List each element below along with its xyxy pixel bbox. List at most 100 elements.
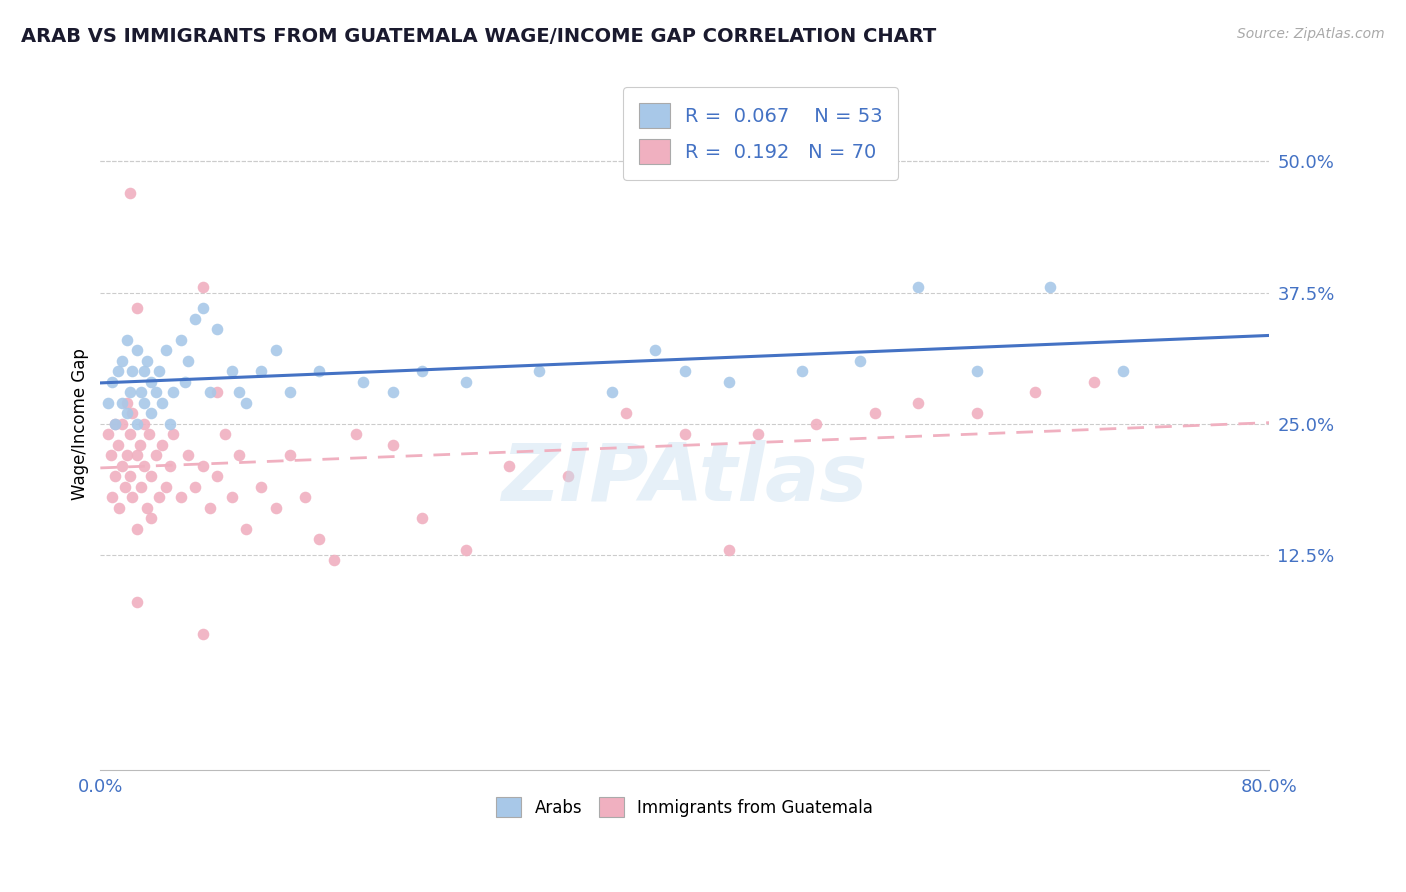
Text: ARAB VS IMMIGRANTS FROM GUATEMALA WAGE/INCOME GAP CORRELATION CHART: ARAB VS IMMIGRANTS FROM GUATEMALA WAGE/I… bbox=[21, 27, 936, 45]
Point bbox=[205, 385, 228, 400]
Point bbox=[264, 500, 287, 515]
Point bbox=[907, 395, 929, 409]
Point bbox=[454, 542, 477, 557]
Point bbox=[134, 458, 156, 473]
Point bbox=[557, 469, 579, 483]
Point bbox=[145, 448, 167, 462]
Point bbox=[104, 417, 127, 431]
Point bbox=[790, 364, 813, 378]
Text: ZIPAtlas: ZIPAtlas bbox=[502, 440, 868, 518]
Point bbox=[498, 458, 520, 473]
Point bbox=[111, 458, 134, 473]
Point bbox=[250, 364, 273, 378]
Point bbox=[125, 448, 148, 462]
Point bbox=[228, 448, 250, 462]
Point bbox=[1039, 280, 1062, 294]
Point bbox=[136, 500, 159, 515]
Point bbox=[129, 385, 152, 400]
Point bbox=[804, 417, 827, 431]
Point bbox=[134, 364, 156, 378]
Point bbox=[191, 626, 214, 640]
Point bbox=[155, 343, 177, 358]
Point bbox=[141, 511, 163, 525]
Point bbox=[134, 417, 156, 431]
Point bbox=[221, 490, 243, 504]
Point bbox=[141, 469, 163, 483]
Point bbox=[148, 490, 170, 504]
Point bbox=[111, 353, 134, 368]
Point bbox=[162, 427, 184, 442]
Point bbox=[118, 385, 141, 400]
Point bbox=[177, 448, 200, 462]
Point bbox=[125, 417, 148, 431]
Point bbox=[148, 364, 170, 378]
Point bbox=[966, 406, 988, 420]
Point bbox=[121, 490, 143, 504]
Point bbox=[129, 480, 152, 494]
Point bbox=[128, 438, 150, 452]
Point bbox=[717, 375, 740, 389]
Point bbox=[644, 343, 666, 358]
Point bbox=[125, 595, 148, 609]
Point bbox=[125, 522, 148, 536]
Point bbox=[600, 385, 623, 400]
Point bbox=[411, 364, 433, 378]
Point bbox=[184, 311, 207, 326]
Point bbox=[198, 500, 221, 515]
Point bbox=[323, 553, 346, 567]
Point bbox=[118, 469, 141, 483]
Point bbox=[115, 406, 138, 420]
Point bbox=[141, 406, 163, 420]
Point bbox=[264, 343, 287, 358]
Point bbox=[527, 364, 550, 378]
Point bbox=[235, 522, 257, 536]
Point bbox=[673, 364, 696, 378]
Point bbox=[155, 480, 177, 494]
Point bbox=[118, 186, 141, 200]
Point bbox=[235, 395, 257, 409]
Point bbox=[174, 375, 197, 389]
Point bbox=[381, 385, 404, 400]
Point bbox=[170, 490, 193, 504]
Point bbox=[101, 490, 124, 504]
Point bbox=[344, 427, 367, 442]
Point bbox=[125, 301, 148, 316]
Point bbox=[150, 438, 173, 452]
Point bbox=[191, 280, 214, 294]
Point bbox=[278, 385, 301, 400]
Point bbox=[104, 469, 127, 483]
Point bbox=[454, 375, 477, 389]
Point bbox=[308, 532, 330, 546]
Point bbox=[1024, 385, 1046, 400]
Point bbox=[673, 427, 696, 442]
Point bbox=[111, 395, 134, 409]
Point bbox=[191, 458, 214, 473]
Point bbox=[115, 448, 138, 462]
Point bbox=[111, 417, 134, 431]
Point bbox=[381, 438, 404, 452]
Point bbox=[115, 395, 138, 409]
Point bbox=[191, 301, 214, 316]
Point bbox=[159, 458, 181, 473]
Legend: Arabs, Immigrants from Guatemala: Arabs, Immigrants from Guatemala bbox=[489, 790, 880, 824]
Point bbox=[145, 385, 167, 400]
Point bbox=[125, 343, 148, 358]
Point bbox=[101, 375, 124, 389]
Point bbox=[134, 395, 156, 409]
Point bbox=[104, 417, 127, 431]
Point bbox=[107, 364, 129, 378]
Point bbox=[228, 385, 250, 400]
Point bbox=[170, 333, 193, 347]
Point bbox=[614, 406, 637, 420]
Text: Source: ZipAtlas.com: Source: ZipAtlas.com bbox=[1237, 27, 1385, 41]
Point bbox=[747, 427, 769, 442]
Point bbox=[115, 333, 138, 347]
Point bbox=[966, 364, 988, 378]
Point bbox=[159, 417, 181, 431]
Point bbox=[308, 364, 330, 378]
Point bbox=[150, 395, 173, 409]
Point bbox=[136, 353, 159, 368]
Y-axis label: Wage/Income Gap: Wage/Income Gap bbox=[72, 348, 89, 500]
Point bbox=[138, 427, 160, 442]
Point bbox=[863, 406, 886, 420]
